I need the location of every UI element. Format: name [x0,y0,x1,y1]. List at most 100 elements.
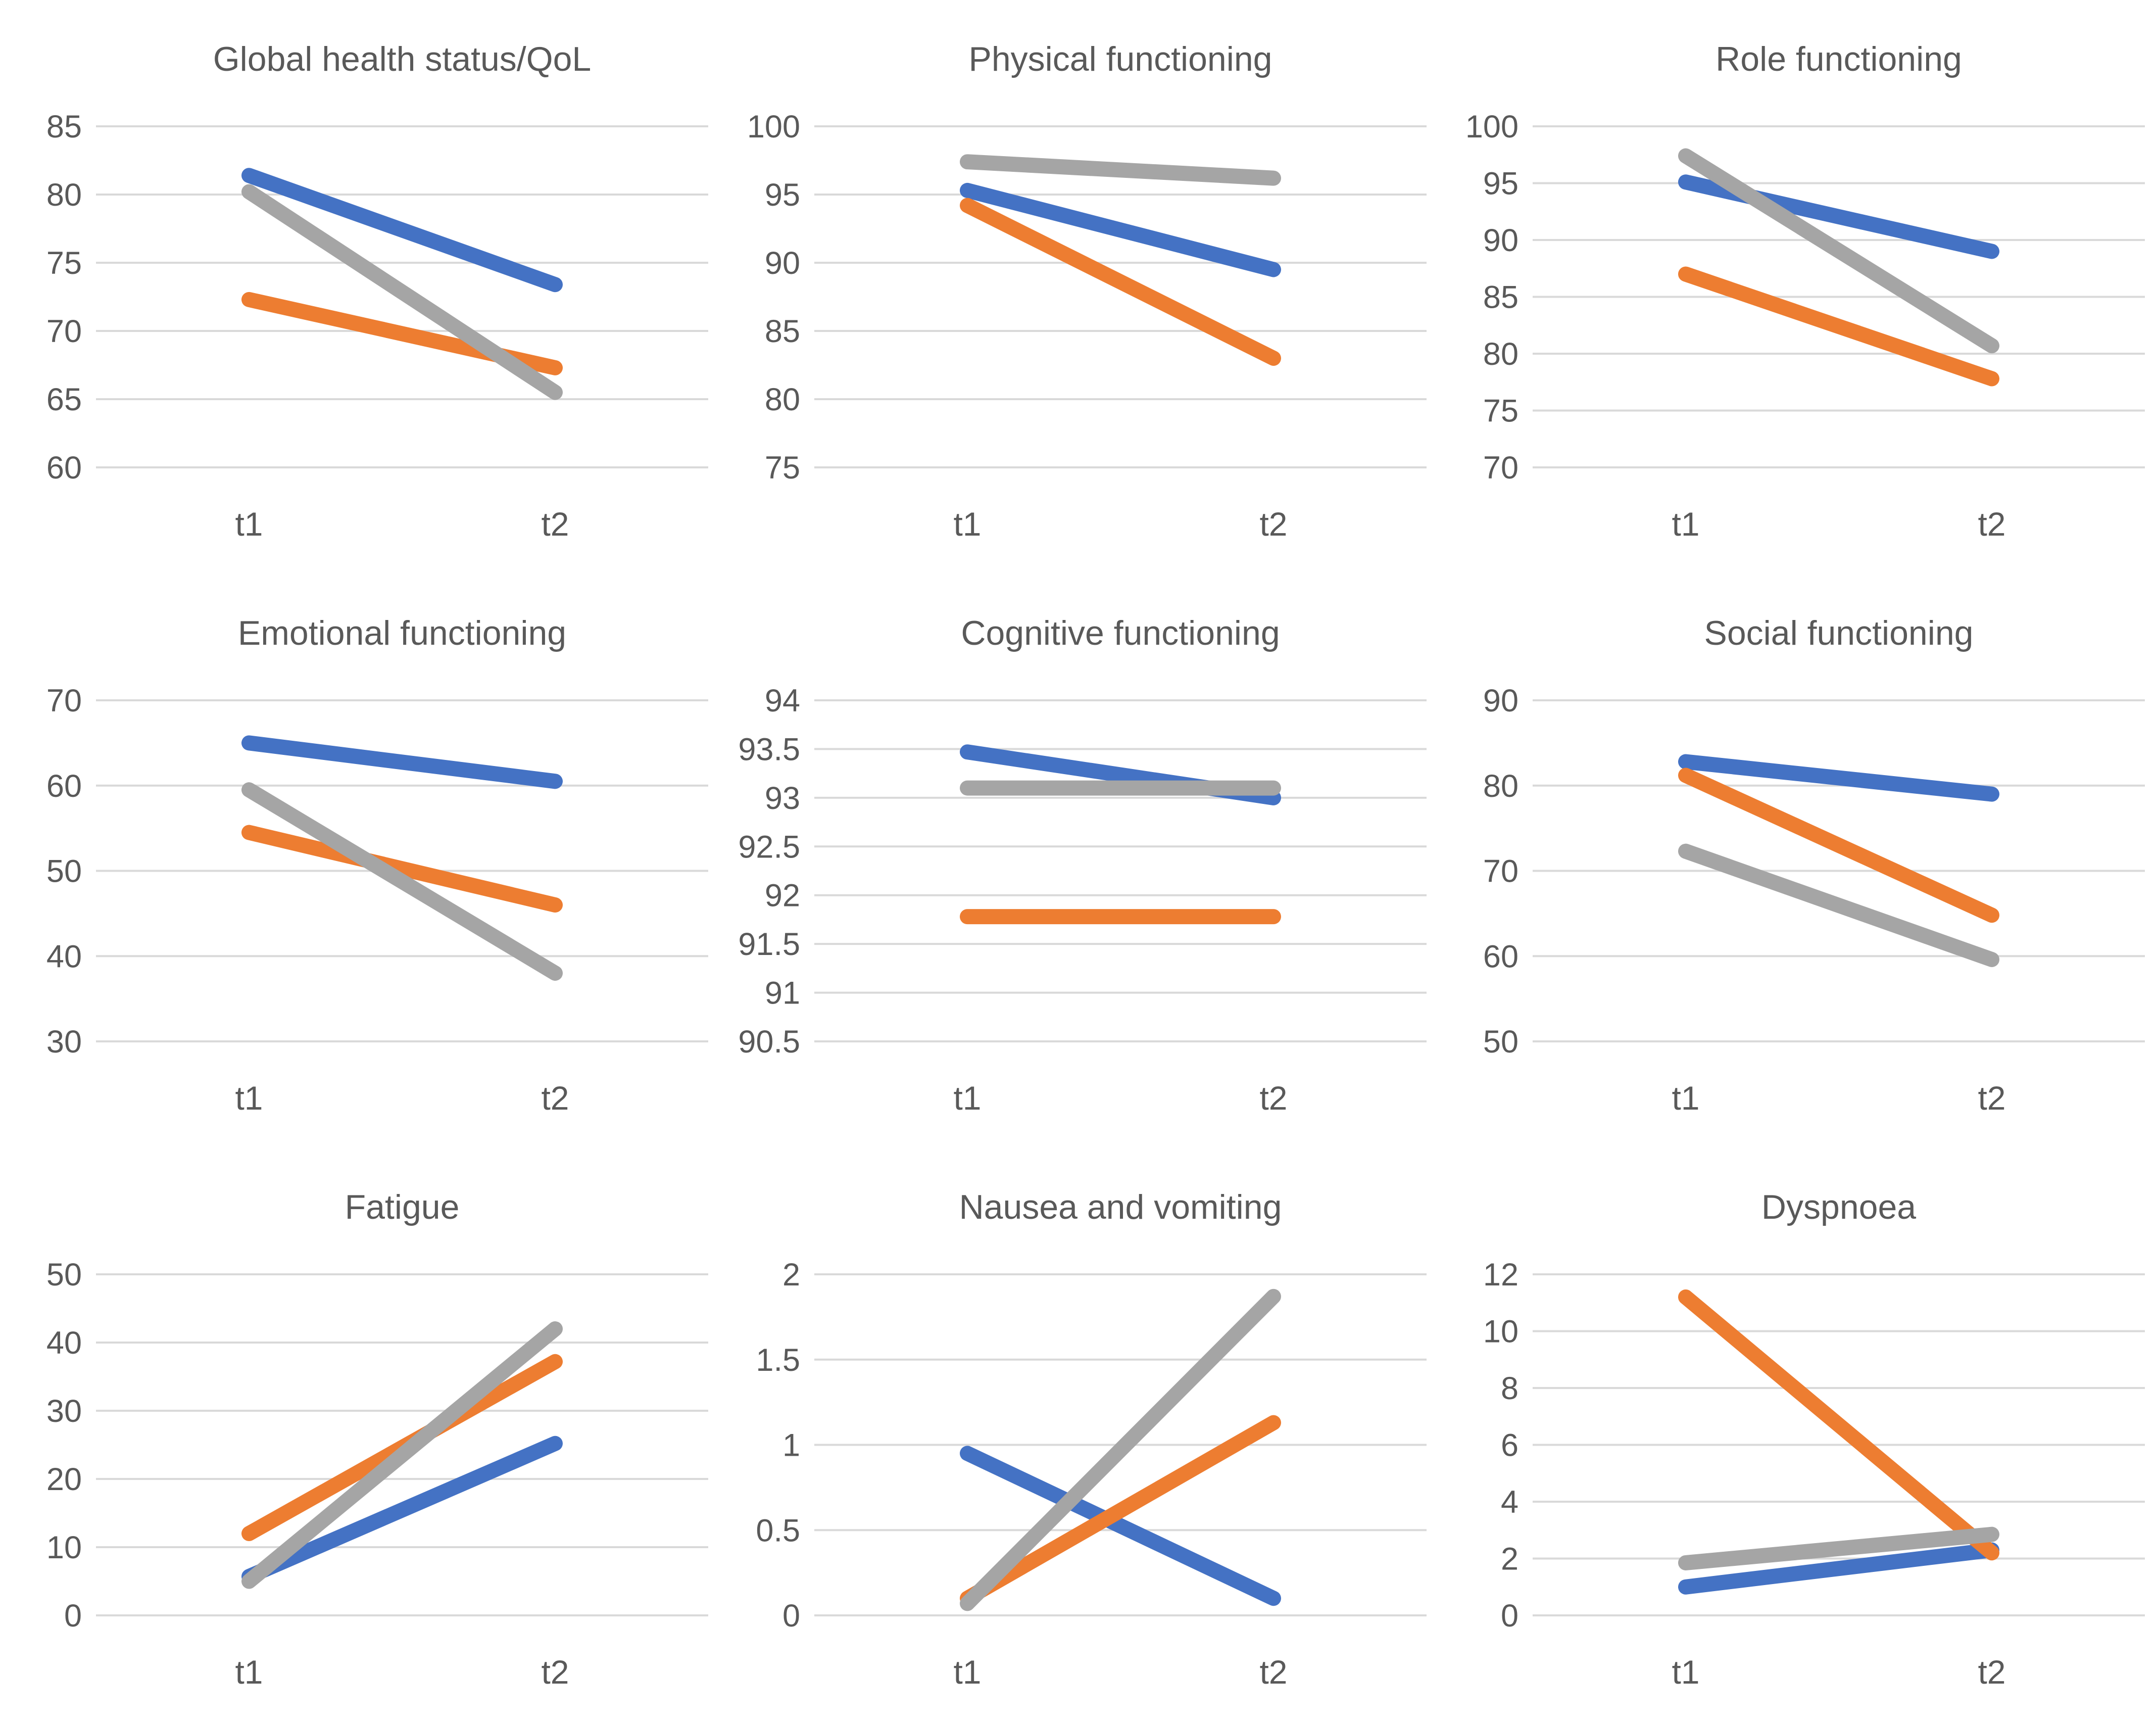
y-tick-label: 40 [46,1325,82,1361]
chart-title: Global health status/QoL [213,40,591,78]
y-tick-label: 95 [765,177,800,213]
y-tick-label: 40 [46,939,82,974]
y-tick-label: 30 [46,1394,82,1429]
series-line-blue [241,735,563,789]
chart-cell-5: Cognitive functioning 94 93.5 93 92.5 92 91.5 9… [718,574,1437,1148]
series-line-gray [241,184,563,400]
y-tick-label: 70 [1483,854,1518,889]
y-tick-label: 80 [1483,337,1518,372]
y-tick-label: 100 [1465,109,1518,145]
x-category-label: t1 [235,505,263,543]
chart-title: Physical functioning [968,40,1272,78]
y-tick-label: 75 [46,246,82,281]
y-tick-label: 100 [747,109,800,145]
y-tick-label: 50 [1483,1024,1518,1060]
y-tick-label: 70 [1483,450,1518,486]
chart-plot: Physical functioning 100 95 90 85 80 75 t1 t2 [747,40,1427,543]
chart-cell-3: Role functioning 100 95 90 85 80 75 70 t1 t2 [1437,0,2155,574]
chart-cell-1: Global health status/QoL 85 80 75 70 65 60 t1 t2 [0,0,718,574]
y-tick-label: 70 [46,314,82,349]
series-line-gray [241,782,563,981]
x-category-label: t1 [1672,1079,1699,1117]
y-tick-label: 91 [765,976,800,1011]
x-category-label: t2 [1259,1079,1287,1117]
y-tick-label: 50 [46,1257,82,1293]
chart-plot: Fatigue 50 40 30 20 10 0 t1 t2 [46,1188,708,1691]
series-line-gray [960,154,1281,186]
x-category-label: t2 [1978,1653,2005,1691]
y-tick-label: 85 [765,314,800,349]
chart-cell-2: Physical functioning 100 95 90 85 80 75 t1 t2 [718,0,1437,574]
series-line-blue [241,1436,563,1585]
series-line-blue [1678,754,1999,802]
chart-cell-9: Dyspnoea 12 10 8 6 4 2 0 t1 t2 [1437,1148,2155,1722]
chart-title: Role functioning [1716,40,1962,78]
y-tick-label: 2 [782,1257,800,1293]
series-line-gray [1678,843,1999,967]
y-tick-label: 90 [765,246,800,281]
y-tick-label: 60 [46,450,82,486]
chart-plot: Cognitive functioning 94 93.5 93 92.5 92 91.5 9… [738,614,1427,1117]
series-line-orange [241,825,563,913]
chart-plot: Dyspnoea 12 10 8 6 4 2 0 t1 t2 [1483,1188,2145,1691]
y-tick-label: 75 [1483,394,1518,429]
y-tick-label: 95 [1483,166,1518,202]
chart-title: Emotional functioning [238,614,566,652]
chart-cell-4: Emotional functioning 70 60 50 40 30 t1 t2 [0,574,718,1148]
y-tick-label: 6 [1501,1428,1518,1463]
chart-title: Fatigue [345,1188,460,1226]
chart-title: Nausea and vomiting [959,1188,1282,1226]
series-line-orange [1678,266,1999,387]
y-tick-label: 92 [765,878,800,914]
y-tick-label: 20 [46,1462,82,1497]
y-tick-label: 30 [46,1024,82,1060]
y-tick-label: 85 [1483,280,1518,315]
series-line-blue [960,1446,1281,1606]
y-tick-label: 90.5 [738,1024,800,1060]
chart-title: Dyspnoea [1761,1188,1916,1226]
y-tick-label: 85 [46,109,82,145]
y-tick-label: 12 [1483,1257,1518,1293]
y-tick-label: 10 [46,1530,82,1565]
y-tick-label: 94 [765,683,800,719]
y-tick-label: 80 [46,177,82,213]
chart-cell-8: Nausea and vomiting 2 1.5 1 0.5 0 t1 t2 [718,1148,1437,1722]
y-tick-label: 80 [765,382,800,417]
y-tick-label: 50 [46,854,82,889]
x-category-label: t2 [541,1079,569,1117]
x-category-label: t2 [1978,1079,2005,1117]
series-line-orange [960,1415,1281,1606]
x-category-label: t1 [235,1079,263,1117]
series-line-gray [960,1288,1281,1611]
series-line-gray [241,1321,563,1589]
y-tick-label: 93 [765,781,800,816]
y-tick-label: 65 [46,382,82,417]
y-tick-label: 80 [1483,769,1518,804]
chart-plot: Global health status/QoL 85 80 75 70 65 60 t1 t2 [46,40,708,543]
y-tick-label: 90 [1483,683,1518,719]
series-line-gray [1678,1526,1999,1570]
y-tick-label: 60 [46,769,82,804]
x-category-label: t2 [1259,505,1287,543]
y-tick-label: 90 [1483,223,1518,258]
x-category-label: t2 [1259,1653,1287,1691]
chart-plot: Social functioning 90 80 70 60 50 t1 t2 [1483,614,2145,1117]
y-tick-label: 1.5 [756,1343,800,1378]
y-tick-label: 4 [1501,1485,1518,1520]
y-tick-label: 0.5 [756,1513,800,1548]
y-tick-label: 70 [46,683,82,719]
x-category-label: t1 [953,1653,981,1691]
series-line-blue [1678,1542,1999,1595]
y-tick-label: 2 [1501,1542,1518,1577]
chart-title: Cognitive functioning [961,614,1280,652]
x-category-label: t2 [1978,505,2005,543]
series-line-blue [241,168,563,293]
y-tick-label: 8 [1501,1371,1518,1406]
y-tick-label: 93.5 [738,732,800,767]
y-tick-label: 1 [782,1428,800,1463]
chart-plot: Role functioning 100 95 90 85 80 75 70 t1 t2 [1465,40,2145,543]
y-tick-label: 0 [64,1598,82,1634]
series-line-blue [960,182,1281,277]
x-category-label: t2 [541,505,569,543]
